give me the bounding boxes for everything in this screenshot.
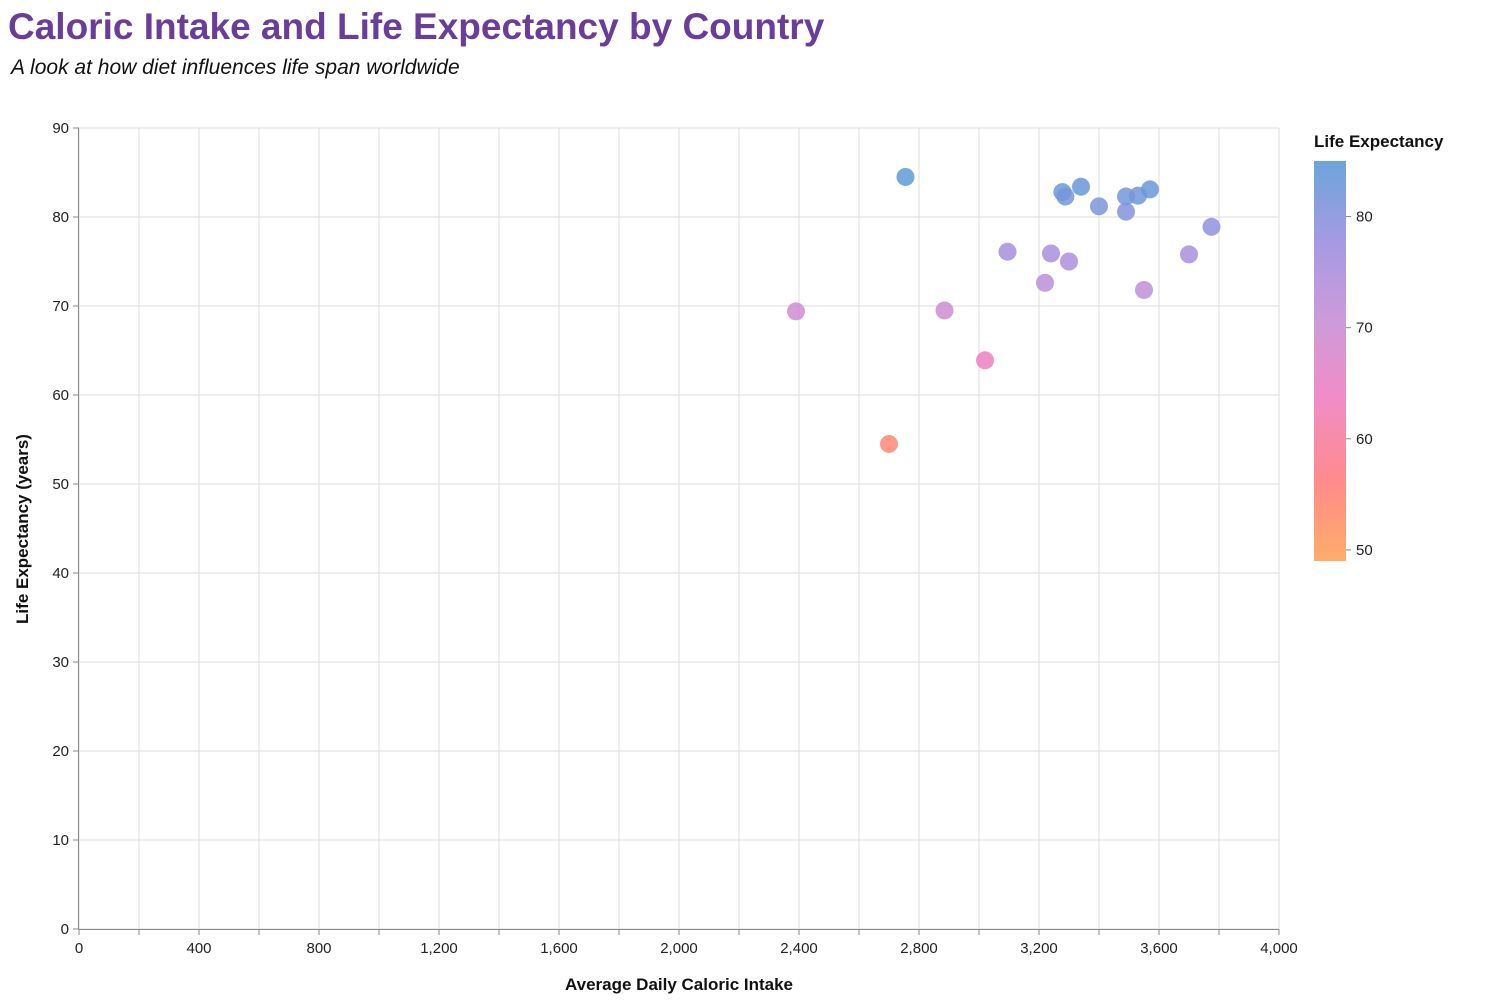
scatter-point[interactable] [1180,245,1198,264]
scatter-point[interactable] [1117,202,1135,221]
y-tick-label: 40 [52,565,69,582]
legend-label: 60 [1356,431,1373,448]
scatter-point[interactable] [1072,177,1090,196]
y-tick-label: 0 [61,921,69,938]
y-tick-label: 70 [52,298,69,315]
x-tick-label: 2,800 [900,940,938,957]
chart-title: Caloric Intake and Life Expectancy by Co… [8,6,825,47]
scatter-point[interactable] [1060,252,1078,271]
scatter-point[interactable] [1090,197,1108,216]
data-points [787,167,1221,453]
legend-label: 80 [1356,209,1373,226]
y-tick-label: 50 [52,476,69,493]
axes: 0 400 800 1,200 1,600 2,000 2,400 2,800 3,200 3,6… [52,120,1297,957]
legend-title: Life Expectancy [1314,132,1444,151]
scatter-point[interactable] [1056,187,1075,206]
scatter-point[interactable] [787,302,805,321]
scatter-point[interactable] [1141,180,1159,199]
x-tick-label: 400 [186,940,211,957]
x-tick-label: 4,000 [1260,940,1298,957]
y-tick-label: 30 [52,654,69,671]
scatter-point[interactable] [935,301,954,320]
x-tick-label: 3,200 [1020,940,1058,957]
legend-label: 70 [1356,320,1373,337]
chart-subtitle: A look at how diet influences life span … [11,56,460,79]
scatter-point[interactable] [1202,217,1221,236]
scatter-point[interactable] [896,167,915,186]
y-tick-label: 20 [52,743,69,760]
x-tick-label: 2,400 [780,940,818,957]
scatter-point[interactable] [976,351,994,370]
x-tick-label: 800 [306,940,331,957]
legend-label: 50 [1356,542,1373,559]
y-tick-label: 10 [52,832,69,849]
legend-gradient-bar [1314,161,1346,561]
x-tick-label: 2,000 [660,940,698,957]
scatter-point[interactable] [880,434,898,453]
y-tick-label: 80 [52,209,69,226]
y-axis-title: Life Expectancy (years) [13,434,32,624]
y-tick-label: 60 [52,387,69,404]
x-tick-label: 1,200 [420,940,458,957]
x-tick-label: 3,600 [1140,940,1178,957]
scatter-point[interactable] [1036,273,1054,292]
x-axis-title: Average Daily Caloric Intake [565,975,793,994]
scatter-point[interactable] [1042,244,1060,263]
x-tick-label: 1,600 [540,940,578,957]
x-tick-label: 0 [75,940,83,957]
y-tick-label: 90 [52,120,69,137]
color-legend: Life Expectancy 80 70 60 50 [1314,132,1444,561]
scatter-point[interactable] [1135,280,1153,299]
grid [78,127,1280,930]
scatter-point[interactable] [998,242,1017,261]
